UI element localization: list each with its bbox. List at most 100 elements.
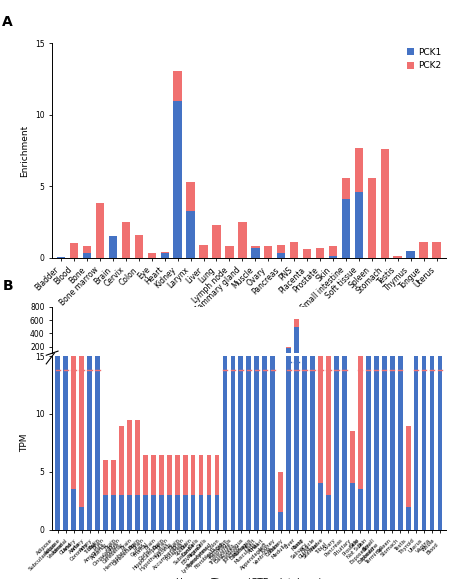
Bar xyxy=(57,257,65,258)
Bar xyxy=(355,192,363,258)
Bar xyxy=(398,356,402,530)
Bar xyxy=(135,420,140,495)
Bar xyxy=(230,356,235,530)
Bar xyxy=(159,455,164,495)
Bar xyxy=(334,356,339,530)
Bar xyxy=(286,356,291,530)
Bar xyxy=(83,254,91,258)
Bar xyxy=(294,356,299,530)
Bar xyxy=(96,203,104,258)
Bar xyxy=(215,495,219,530)
Bar xyxy=(212,225,221,258)
Bar xyxy=(167,495,172,530)
Bar xyxy=(64,356,68,530)
Bar xyxy=(438,356,442,530)
Bar xyxy=(277,254,285,258)
Bar xyxy=(406,507,410,530)
Bar xyxy=(318,483,323,530)
Bar xyxy=(87,356,92,530)
Bar xyxy=(83,246,91,254)
Bar xyxy=(432,242,441,258)
Bar xyxy=(199,495,203,530)
Bar xyxy=(406,426,410,507)
Bar xyxy=(135,495,140,530)
Bar xyxy=(215,455,219,495)
Bar xyxy=(175,455,180,495)
Bar xyxy=(381,149,389,258)
Bar xyxy=(278,512,283,530)
Bar xyxy=(207,495,211,530)
Bar xyxy=(161,252,169,254)
Bar xyxy=(95,356,100,530)
Bar xyxy=(393,255,402,258)
Bar xyxy=(186,182,195,211)
Bar xyxy=(143,495,148,530)
Bar xyxy=(191,495,195,530)
Bar xyxy=(119,495,124,530)
Bar xyxy=(326,495,331,530)
Bar xyxy=(71,356,76,489)
Bar xyxy=(294,319,299,327)
Bar xyxy=(390,356,394,530)
Bar xyxy=(326,356,331,495)
Bar xyxy=(207,455,211,495)
Bar xyxy=(302,356,307,530)
Bar xyxy=(151,455,155,495)
Bar xyxy=(186,211,195,258)
X-axis label: Human Tissues (TiGER database): Human Tissues (TiGER database) xyxy=(174,320,324,329)
Bar xyxy=(368,178,376,258)
Bar xyxy=(173,71,182,101)
Bar xyxy=(111,495,116,530)
Bar xyxy=(70,243,78,258)
Bar xyxy=(342,178,350,199)
Bar xyxy=(183,495,188,530)
Bar xyxy=(191,455,195,495)
Bar xyxy=(406,251,415,258)
Bar xyxy=(318,356,323,483)
Bar xyxy=(350,483,355,530)
Bar xyxy=(355,148,363,192)
Bar xyxy=(263,356,267,530)
Bar xyxy=(127,495,132,530)
Bar xyxy=(103,495,108,530)
Bar xyxy=(251,248,260,258)
Bar xyxy=(147,254,156,258)
Bar xyxy=(251,246,260,248)
Bar xyxy=(173,101,182,258)
Bar xyxy=(310,356,315,530)
Bar xyxy=(329,246,337,256)
Bar xyxy=(329,256,337,258)
Bar xyxy=(294,327,299,360)
Text: B: B xyxy=(2,278,13,292)
Bar xyxy=(199,455,203,495)
Bar xyxy=(238,222,246,258)
Bar xyxy=(161,254,169,258)
Bar xyxy=(350,431,355,483)
Legend: PCK1, PCK2: PCK1, PCK2 xyxy=(407,48,441,71)
Text: A: A xyxy=(2,15,13,29)
Bar xyxy=(278,472,283,512)
Bar xyxy=(79,507,84,530)
Bar xyxy=(316,248,324,258)
Bar xyxy=(55,356,60,530)
Bar xyxy=(122,222,130,258)
Bar xyxy=(103,460,108,495)
Bar xyxy=(223,356,228,530)
Bar xyxy=(358,489,363,530)
Bar xyxy=(135,235,143,258)
Bar xyxy=(358,356,363,489)
Bar xyxy=(159,495,164,530)
Bar xyxy=(342,356,347,530)
Y-axis label: TPM: TPM xyxy=(20,434,29,452)
Bar xyxy=(286,347,291,360)
Bar xyxy=(167,455,172,495)
Bar xyxy=(183,455,188,495)
Bar xyxy=(71,489,76,530)
Bar xyxy=(200,245,208,258)
Bar xyxy=(419,242,428,258)
Bar xyxy=(429,356,434,530)
Y-axis label: Enrichment: Enrichment xyxy=(20,124,29,177)
Bar xyxy=(277,245,285,254)
Bar xyxy=(366,356,371,530)
Bar xyxy=(111,460,116,495)
